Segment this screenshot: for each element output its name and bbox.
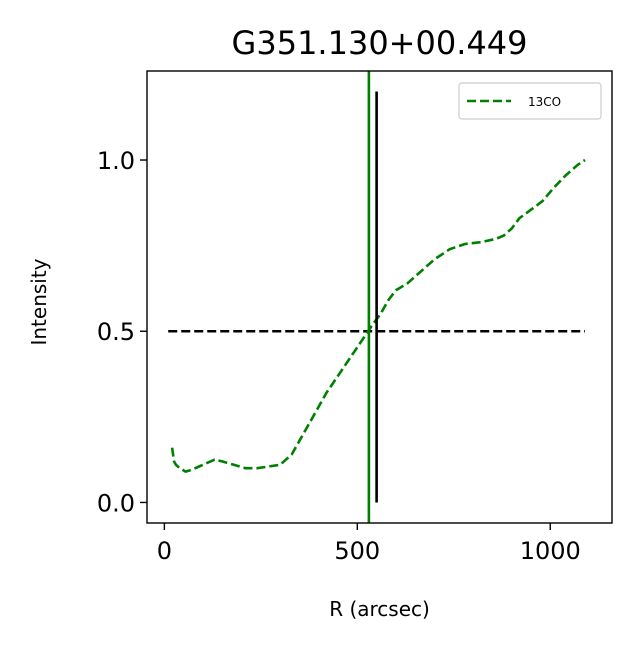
y-tick-label: 0.5 [97,318,135,346]
legend: 13CO [458,82,602,120]
plot-frame [146,70,613,524]
x-axis-label: R (arcsec) [329,597,430,621]
series-line-13CO [170,158,586,473]
legend-label: 13CO [528,95,561,109]
x-tick-label: 1000 [520,537,581,565]
chart-title: G351.130+00.449 [232,24,528,62]
y-axis-label: Intensity [27,258,51,345]
y-tick-label: 1.0 [97,147,135,175]
y-tick-label: 0.0 [97,489,135,517]
x-tick-label: 0 [157,537,172,565]
x-tick-label: 500 [334,537,380,565]
legend-box [458,82,602,120]
